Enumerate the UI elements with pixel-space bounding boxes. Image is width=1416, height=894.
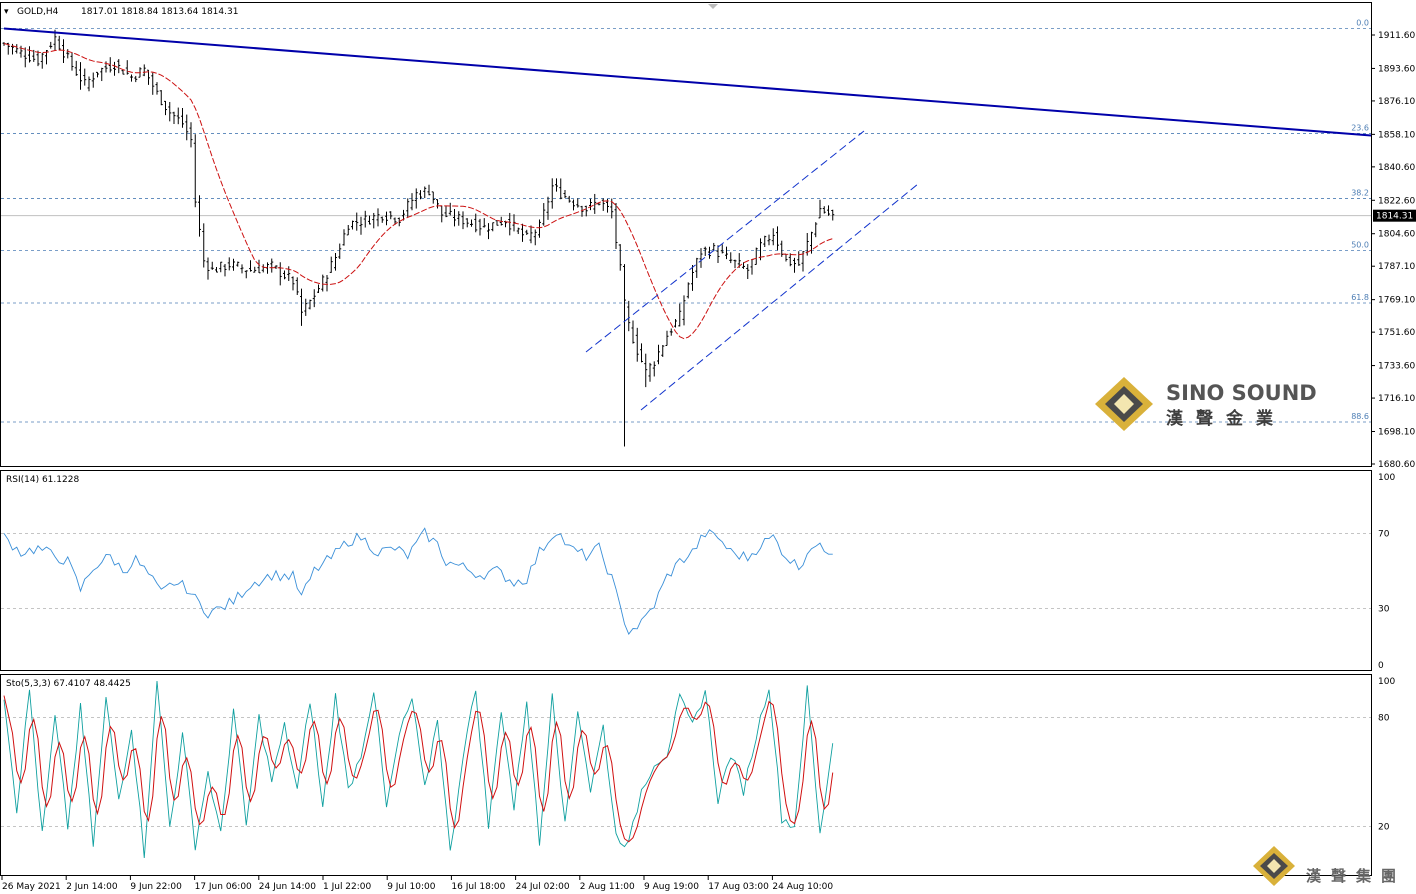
price-tick-label: 1698.10 [1378,428,1415,438]
main-moving-average [3,43,833,340]
price-tick-label: 1893.60 [1378,64,1415,74]
current-price-label: 1814.31 [1376,212,1413,222]
time-tick-label: 17 Jun 06:00 [195,882,252,892]
current-price-tag [1373,209,1416,222]
sto-tick-label: 20 [1378,823,1390,833]
time-tick-label: 2 Aug 11:00 [580,882,635,892]
time-tick-label: 24 Jun 14:00 [259,882,316,892]
sto-signal-line [3,695,834,843]
sto-tick-label: 100 [1378,677,1395,687]
main-fib-levels: 0.0 23.6 38.2 50.0 61.8 88.6 [1,19,1371,423]
rsi-tick-label: 30 [1378,605,1390,615]
sto-pane: 100 80 20 [1,677,1395,858]
sto-pane-frame [0,674,1372,876]
sto-main-line [3,680,834,858]
rsi-tick-label: 70 [1378,529,1390,539]
rsi-main-line [3,527,833,635]
rsi-pane: 100 70 30 0 [1,473,1395,671]
downtrend-line [3,27,1372,137]
rsi-label: RSI(14) 61.1228 [6,475,79,485]
time-tick-label: 1 Jul 22:00 [323,882,372,892]
price-tick-label: 1840.60 [1378,163,1415,173]
price-tick-label: 1787.10 [1378,262,1415,272]
ohlc-readout: 1817.01 1818.84 1813.64 1814.31 [81,7,238,17]
price-tick-label: 1751.60 [1378,328,1415,338]
fib-level-label: 88.6 [1351,412,1369,421]
footer-brand-zh: 漢聲集團 [1306,867,1406,885]
brand-en: SINO SOUND [1166,381,1317,405]
price-tick-label: 1733.60 [1378,362,1415,372]
time-tick-label: 9 Aug 19:00 [644,882,699,892]
time-tick-label: 2 Jun 14:00 [66,882,118,892]
price-tick-label: 1911.60 [1378,31,1415,41]
fib-level-label: 61.8 [1351,293,1369,302]
price-tick-label: 1769.10 [1378,296,1415,306]
channel-upper-line [585,130,865,353]
time-axis: 26 May 2021 2 Jun 14:00 9 Jun 22:00 17 Jun … [1,876,833,892]
channel-lower-line [640,183,919,411]
sto-tick-label: 80 [1378,713,1390,723]
price-tick-label: 1804.60 [1378,230,1415,240]
price-tick-label: 1716.10 [1378,394,1415,404]
main-trend-lines [3,27,1372,411]
time-tick-label: 24 Aug 10:00 [772,882,833,892]
rsi-pane-frame [0,470,1372,671]
fib-level-label: 38.2 [1351,188,1369,197]
sto-label: Sto(5,3,3) 67.4107 48.4425 [6,679,131,689]
rsi-tick-label: 100 [1378,473,1395,483]
fib-level-label: 50.0 [1351,241,1369,250]
chart-shift-marker-icon[interactable] [708,4,718,9]
footer-logo: 漢聲集團 [1253,846,1406,886]
price-tick-label: 1822.60 [1378,196,1415,206]
main-pane-frame [0,2,1372,467]
main-candles [2,29,835,447]
ma-line [3,43,833,340]
price-tick-label: 1876.10 [1378,97,1415,107]
fib-level-label: 23.6 [1351,123,1369,132]
time-tick-label: 9 Jun 22:00 [130,882,182,892]
main-price-axis: 1911.60 1893.60 1876.10 1858.10 1840.60 1822.… [1,31,1416,470]
time-tick-label: 17 Aug 03:00 [708,882,769,892]
fib-level-label: 0.0 [1356,19,1369,28]
instrument-label: GOLD,H4 [17,7,59,17]
price-tick-label: 1680.60 [1378,460,1415,470]
rsi-tick-label: 0 [1378,661,1384,671]
time-tick-label: 9 Jul 10:00 [387,882,436,892]
time-tick-label: 26 May 2021 [2,882,61,892]
price-tick-label: 1858.10 [1378,130,1415,140]
brand-zh: 漢聲金業 [1166,408,1286,429]
time-tick-label: 16 Jul 18:00 [451,882,505,892]
time-tick-label: 24 Jul 02:00 [516,882,570,892]
instrument-dropdown-icon[interactable]: ▾ [4,7,9,17]
sino-sound-logo: SINO SOUND 漢聲金業 [1095,377,1317,431]
